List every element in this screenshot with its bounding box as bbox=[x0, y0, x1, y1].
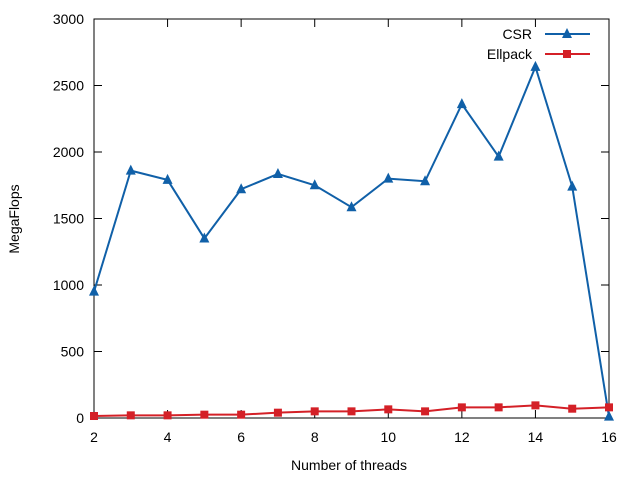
data-point-csr bbox=[567, 180, 578, 191]
data-point-ellpack bbox=[237, 410, 246, 419]
series-line-csr bbox=[93, 63, 610, 417]
y-axis-label: MegaFlops bbox=[6, 184, 22, 253]
legend-label-ellpack: Ellpack bbox=[487, 46, 533, 62]
data-point-csr bbox=[236, 183, 247, 194]
x-tick-label: 8 bbox=[311, 429, 319, 445]
data-point-ellpack bbox=[126, 411, 135, 420]
data-point-csr bbox=[125, 164, 136, 175]
x-tick-label: 12 bbox=[454, 429, 470, 445]
plot-area bbox=[93, 18, 610, 419]
x-axis-label: Number of threads bbox=[291, 457, 407, 473]
y-tick-label: 2000 bbox=[53, 144, 84, 160]
data-point-ellpack bbox=[200, 410, 209, 419]
data-point-ellpack bbox=[457, 403, 466, 412]
y-tick-label: 0 bbox=[76, 410, 84, 426]
data-point-ellpack bbox=[568, 404, 577, 413]
data-point-csr bbox=[162, 173, 173, 184]
data-point-csr bbox=[383, 172, 394, 183]
x-tick-label: 10 bbox=[380, 429, 396, 445]
series-group bbox=[89, 60, 614, 421]
x-tick-label: 14 bbox=[528, 429, 544, 445]
y-tick-label: 1000 bbox=[53, 277, 84, 293]
y-tick-label: 1500 bbox=[53, 211, 84, 227]
data-point-ellpack bbox=[163, 411, 172, 420]
data-point-csr bbox=[346, 201, 357, 212]
x-tick-label: 6 bbox=[237, 429, 245, 445]
data-point-ellpack bbox=[273, 408, 282, 417]
legend-marker-csr bbox=[562, 28, 572, 38]
legend: CSR Ellpack bbox=[487, 26, 590, 62]
data-point-csr bbox=[530, 60, 541, 71]
data-point-ellpack bbox=[494, 403, 503, 412]
data-point-csr bbox=[89, 285, 99, 296]
x-tick-label: 2 bbox=[90, 429, 98, 445]
y-tick-label: 500 bbox=[61, 344, 85, 360]
data-point-ellpack bbox=[421, 407, 430, 416]
x-tick-label: 4 bbox=[164, 429, 172, 445]
data-point-csr bbox=[604, 410, 614, 421]
data-point-ellpack bbox=[605, 403, 613, 412]
series-ellpack bbox=[90, 401, 613, 421]
data-point-csr bbox=[456, 98, 467, 109]
data-point-ellpack bbox=[531, 401, 540, 410]
data-point-ellpack bbox=[90, 412, 98, 421]
data-point-ellpack bbox=[347, 407, 356, 416]
data-point-csr bbox=[493, 150, 504, 161]
y-tick-label: 2500 bbox=[53, 78, 84, 94]
data-point-ellpack bbox=[384, 405, 393, 414]
data-point-csr bbox=[309, 179, 320, 190]
data-point-csr bbox=[420, 175, 431, 186]
y-tick-label: 3000 bbox=[53, 11, 84, 27]
x-tick-label: 16 bbox=[601, 429, 617, 445]
series-csr bbox=[89, 60, 614, 421]
tick-labels: 0 500 1000 1500 2000 2500 3000 2 4 6 8 10 12 14 16 bbox=[53, 11, 617, 445]
data-point-ellpack bbox=[310, 407, 319, 416]
legend-label-csr: CSR bbox=[502, 26, 532, 42]
data-point-csr bbox=[199, 232, 210, 243]
axis-ticks bbox=[93, 18, 610, 419]
legend-marker-ellpack bbox=[563, 50, 571, 58]
data-point-csr bbox=[272, 167, 283, 178]
